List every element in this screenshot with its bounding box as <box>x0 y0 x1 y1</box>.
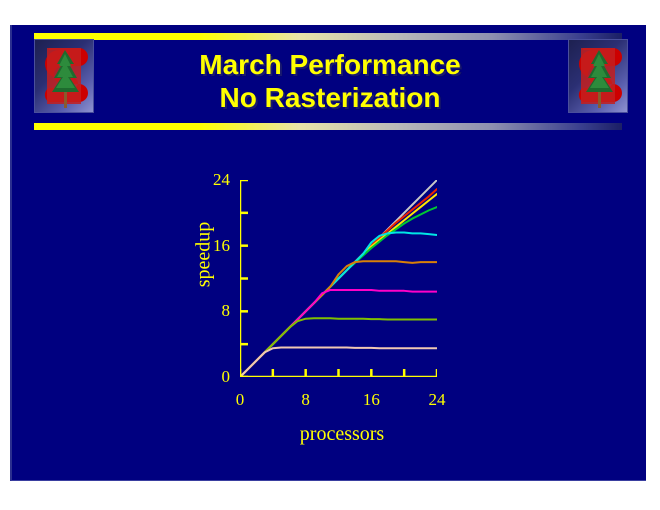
banner-rule-bottom <box>34 123 622 130</box>
stanford-logo-right-icon <box>568 39 628 113</box>
page-title-line1: March Performance <box>199 49 461 80</box>
y-tick-label: 8 <box>221 301 231 321</box>
title-block: March Performance No Rasterization <box>112 37 548 125</box>
y-tick-label: 24 <box>213 170 230 189</box>
speedup-chart: speedup 0 8 16 24 0 8 16 24 processors <box>152 165 472 455</box>
series-line-series-magenta <box>240 288 437 377</box>
x-tick-label: 16 <box>362 390 380 409</box>
y-tick-label: 16 <box>213 235 230 255</box>
x-tick-label: 8 <box>301 390 310 409</box>
series-line-series-tan <box>240 346 437 377</box>
x-tick-label: 0 <box>235 390 245 409</box>
x-axis-label: processors <box>299 423 385 445</box>
stanford-logo-left-icon <box>34 39 94 113</box>
page-title-line2: No Rasterization <box>219 82 441 113</box>
axis-group <box>240 180 437 377</box>
slide: March Performance No Rasterization speed… <box>10 25 646 481</box>
series-line-series-cyan <box>240 231 437 377</box>
curve-group <box>240 180 437 377</box>
y-tick-label: 0 <box>221 367 231 386</box>
title-banner: March Performance No Rasterization <box>12 25 646 135</box>
series-line-series-olive <box>240 317 437 377</box>
x-tick-label: 24 <box>428 390 446 409</box>
banner-rule-top <box>34 33 622 40</box>
plot-area <box>240 180 437 377</box>
